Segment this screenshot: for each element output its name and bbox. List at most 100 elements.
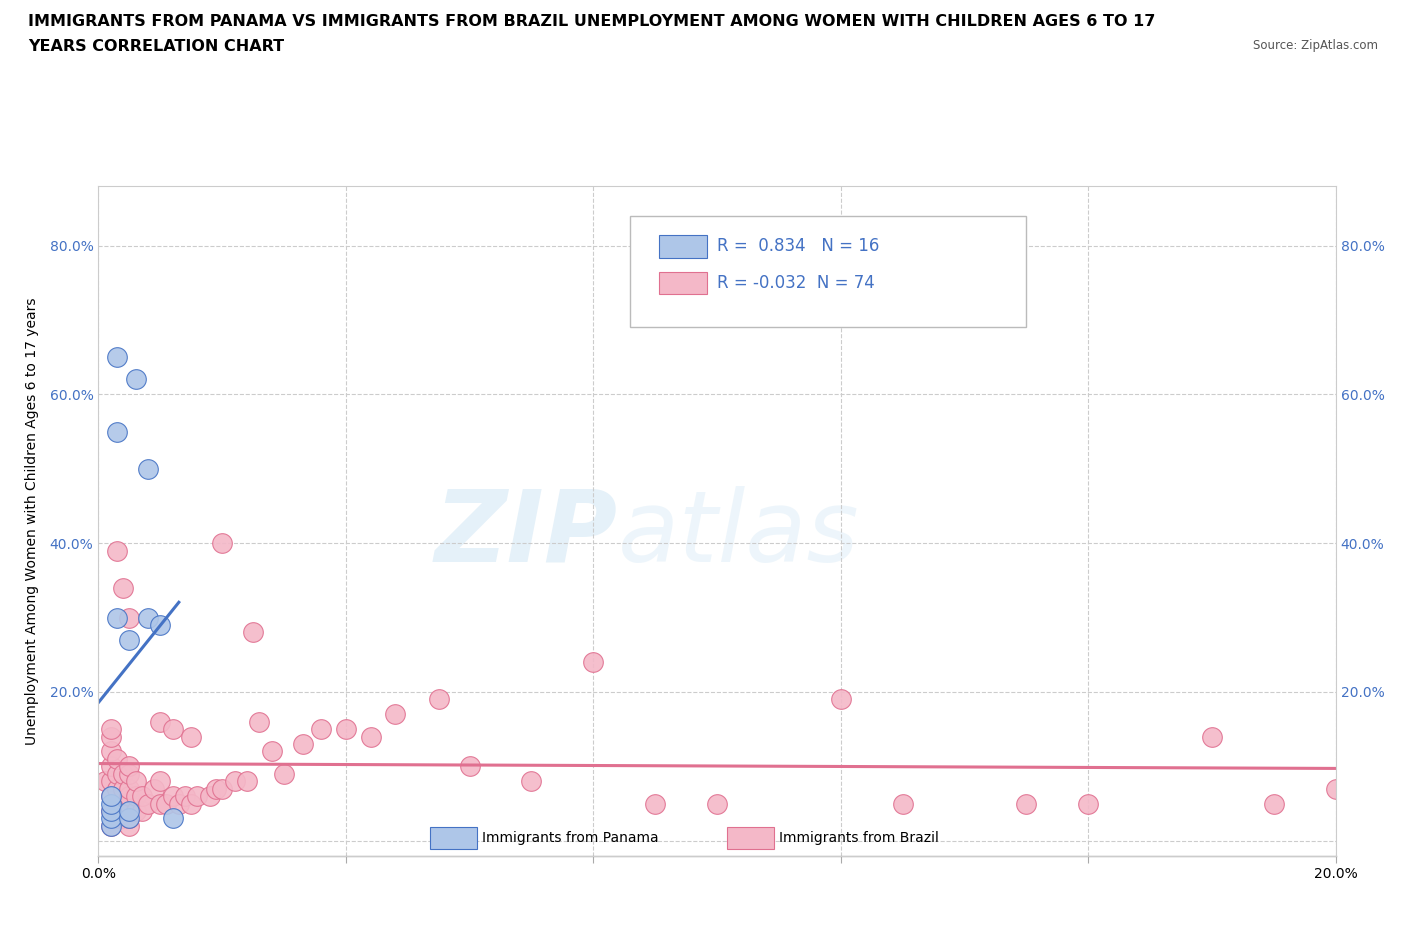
Point [100,774,122,789]
Point [582,655,605,670]
Point [644,796,666,811]
Text: atlas: atlas [619,485,859,583]
Point [112,796,135,811]
Point [112,766,135,781]
Point [384,707,406,722]
Point [149,618,172,632]
Point [100,722,122,737]
Point [162,722,184,737]
Point [118,632,141,647]
Point [112,781,135,796]
FancyBboxPatch shape [659,272,707,295]
Point [124,789,146,804]
Point [118,789,141,804]
Point [118,796,141,811]
Point [100,789,122,804]
Point [100,729,122,744]
Point [112,811,135,826]
Point [105,543,128,558]
Point [149,714,172,729]
FancyBboxPatch shape [727,828,773,849]
Point [236,774,259,789]
Point [830,692,852,707]
Point [105,610,128,625]
Point [118,811,141,826]
Point [105,350,128,365]
Point [149,796,172,811]
Point [100,744,122,759]
Point [131,804,153,818]
Point [706,796,728,811]
Point [335,722,357,737]
Point [167,796,190,811]
Point [118,781,141,796]
Point [198,789,221,804]
Point [162,789,184,804]
Point [205,781,228,796]
Point [273,766,295,781]
Point [260,744,283,759]
FancyBboxPatch shape [630,216,1026,326]
Point [291,737,314,751]
Point [105,811,128,826]
Text: Immigrants from Brazil: Immigrants from Brazil [779,831,939,845]
Point [180,796,202,811]
Point [1324,781,1347,796]
Point [100,818,122,833]
Point [458,759,481,774]
Point [118,610,141,625]
Point [211,536,233,551]
Point [124,774,146,789]
Point [224,774,246,789]
Text: IMMIGRANTS FROM PANAMA VS IMMIGRANTS FROM BRAZIL UNEMPLOYMENT AMONG WOMEN WITH C: IMMIGRANTS FROM PANAMA VS IMMIGRANTS FRO… [28,14,1156,29]
Point [180,729,202,744]
Point [242,625,264,640]
Point [93,774,115,789]
Point [1201,729,1223,744]
Point [131,789,153,804]
Point [100,804,122,818]
Point [891,796,914,811]
Point [186,789,208,804]
Point [105,424,128,439]
Text: ZIP: ZIP [434,485,619,583]
Text: Source: ZipAtlas.com: Source: ZipAtlas.com [1253,39,1378,52]
Point [105,751,128,766]
Point [112,580,135,595]
Point [118,759,141,774]
Point [143,781,166,796]
Point [118,818,141,833]
Text: R = -0.032  N = 74: R = -0.032 N = 74 [717,274,875,292]
Point [105,766,128,781]
Point [211,781,233,796]
Point [118,811,141,826]
FancyBboxPatch shape [659,235,707,258]
Point [162,811,184,826]
Text: YEARS CORRELATION CHART: YEARS CORRELATION CHART [28,39,284,54]
Point [100,789,122,804]
Point [1015,796,1038,811]
Y-axis label: Unemployment Among Women with Children Ages 6 to 17 years: Unemployment Among Women with Children A… [24,297,38,745]
Point [100,804,122,818]
Point [100,818,122,833]
Text: Immigrants from Panama: Immigrants from Panama [482,831,658,845]
Point [360,729,382,744]
Text: R =  0.834   N = 16: R = 0.834 N = 16 [717,237,879,255]
Point [136,796,159,811]
Point [118,804,141,818]
Point [174,789,197,804]
Point [100,759,122,774]
Point [105,796,128,811]
Point [124,372,146,387]
Point [118,766,141,781]
Point [309,722,332,737]
Point [136,610,159,625]
FancyBboxPatch shape [430,828,477,849]
Point [100,811,122,826]
Point [124,804,146,818]
Point [100,796,122,811]
Point [1077,796,1099,811]
Point [149,774,172,789]
Point [520,774,543,789]
Point [105,781,128,796]
